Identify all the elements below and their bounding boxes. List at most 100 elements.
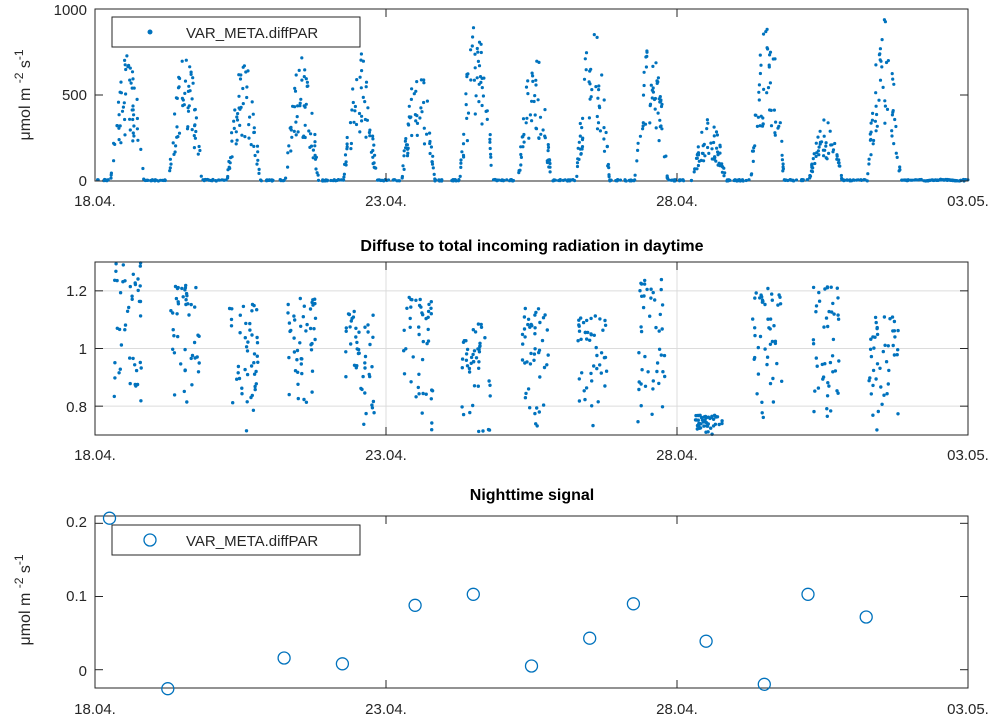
panel-2-point	[172, 393, 177, 397]
panel-2-point	[286, 302, 290, 307]
panel-1-point	[519, 152, 523, 157]
panel-2-point	[879, 385, 883, 389]
panel-2-point	[831, 370, 835, 374]
panel-1-point	[255, 144, 260, 148]
panel-1-point	[526, 92, 530, 96]
panel-2-point	[893, 335, 897, 339]
panel-2-point	[238, 313, 242, 317]
panel-1-point	[247, 136, 251, 140]
panel-2-point	[118, 291, 123, 295]
panel-2-point	[662, 353, 667, 358]
panel-1-point	[813, 161, 817, 166]
panel-2-point	[643, 354, 647, 359]
panel-1-point	[180, 59, 184, 63]
panel-2-point	[830, 310, 834, 314]
panel-3-point	[277, 651, 291, 665]
panel-1-point	[778, 121, 782, 125]
panel-1-point	[252, 126, 256, 130]
panel-1-point	[537, 60, 541, 64]
panel-3-point	[626, 597, 641, 611]
panel-2-point	[187, 313, 191, 317]
panel-1-point	[659, 124, 663, 128]
panel-2-point	[545, 363, 549, 367]
panel-1-point	[203, 178, 207, 182]
panel-1-point	[755, 124, 760, 128]
panel-1-point	[794, 178, 799, 182]
panel-1-point	[651, 90, 656, 94]
panel-2-point	[528, 325, 532, 329]
panel-1-legend-box	[111, 16, 361, 48]
panel-1-point	[430, 162, 435, 166]
panel-1-point	[403, 139, 407, 143]
panel-1-point	[551, 179, 555, 183]
panel-1-point	[479, 80, 483, 84]
panel-1-point	[404, 146, 408, 150]
panel-2-point	[486, 427, 491, 432]
panel-2-point	[250, 333, 254, 337]
panel-2-point	[245, 349, 250, 353]
panel-2-point	[836, 317, 841, 321]
panel-2-point	[230, 307, 234, 311]
panel-2-point	[310, 369, 315, 373]
panel-2-point	[471, 360, 476, 364]
panel-2-point	[344, 326, 348, 330]
panel-2-point	[824, 316, 829, 320]
panel-1-point	[316, 178, 321, 182]
panel-2-point	[405, 306, 409, 310]
panel-1-point	[533, 113, 537, 117]
panel-2-point	[717, 422, 721, 427]
panel-1-point	[913, 178, 917, 182]
panel-1-point	[172, 152, 176, 156]
panel-1-point	[230, 139, 234, 143]
panel-1-point	[801, 178, 805, 182]
panel-1-point	[575, 161, 580, 165]
panel-1-point	[477, 64, 482, 68]
panel-1-point	[425, 99, 429, 103]
panel-2-point	[654, 325, 658, 330]
panel-1-point	[235, 115, 239, 119]
panel-2-point	[763, 302, 767, 307]
panel-1-point	[237, 94, 241, 98]
panel-2-point	[476, 322, 481, 326]
panel-2-point	[138, 264, 142, 268]
panel-1-point	[839, 173, 844, 178]
panel-1-y-tick-1000: 1000	[54, 2, 87, 19]
panel-1-point	[712, 125, 716, 129]
panel-2-point	[244, 429, 249, 433]
panel-1-point	[648, 104, 652, 108]
panel-2-point	[826, 324, 830, 329]
panel-1-point	[722, 174, 726, 178]
panel-2-point	[778, 302, 783, 306]
panel-2-point	[829, 409, 833, 413]
panel-2-point	[599, 371, 603, 375]
panel-2-point	[249, 364, 254, 368]
panel-2-point	[811, 342, 816, 346]
panel-1-point	[419, 106, 423, 110]
panel-1-point	[295, 115, 299, 119]
panel-2-point	[243, 367, 247, 372]
panel-1-point	[431, 154, 435, 158]
panel-1-point	[297, 68, 301, 72]
panel-1-point	[359, 52, 363, 56]
panel-1-point	[358, 75, 362, 79]
panel-3-y-axis-label: μmol m -2 s-1	[12, 554, 34, 645]
panel-1-point	[580, 145, 585, 149]
panel-1-point	[259, 179, 263, 183]
panel-1-point	[615, 179, 619, 183]
panel-1-point	[557, 178, 561, 183]
panel-2-point	[875, 362, 880, 366]
panel-1-point	[657, 97, 661, 101]
panel-2-point	[371, 335, 375, 339]
panel-2-point	[583, 330, 587, 335]
panel-1-point	[422, 78, 426, 82]
panel-1-point	[705, 127, 709, 131]
panel-1-point	[342, 172, 346, 176]
panel-2-point	[825, 414, 829, 418]
panel-2-point	[651, 379, 655, 383]
panel-1-point	[530, 71, 534, 75]
panel-1-point	[602, 98, 606, 102]
panel-2-point	[872, 346, 876, 350]
panel-1-point	[171, 141, 175, 145]
panel-1-point	[700, 151, 705, 155]
